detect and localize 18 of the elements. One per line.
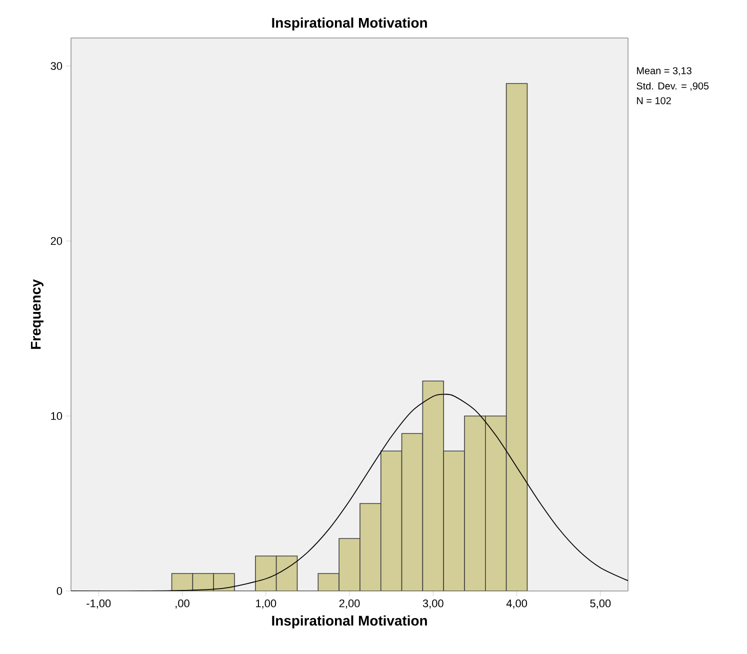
line-series [71, 394, 628, 591]
chart-title: Inspirational Motivation [272, 17, 427, 30]
x-tick-label: -1,00 [86, 600, 111, 609]
y-tick-label: 30 [50, 62, 62, 70]
y-axis-title: Frequency [30, 279, 44, 349]
y-tick-label: 20 [50, 237, 62, 245]
text: N = 102 [637, 97, 671, 104]
x-axis-title: Inspirational Motivation [272, 615, 427, 628]
x-tick-label: 3,00 [422, 600, 444, 609]
y-tick-label: 0 [56, 587, 62, 595]
text: Std. Dev. = ,905 [636, 82, 709, 91]
x-tick-label: 2,00 [339, 600, 360, 609]
x-tick-label: ,00 [176, 600, 190, 609]
x-tick-label: 5,00 [590, 600, 611, 609]
y-tick-label: 10 [51, 412, 62, 420]
x-tick-label: 4,00 [506, 600, 527, 609]
x-tick-label: 1,00 [256, 600, 276, 609]
text: Mean = 3,13 [637, 67, 692, 76]
